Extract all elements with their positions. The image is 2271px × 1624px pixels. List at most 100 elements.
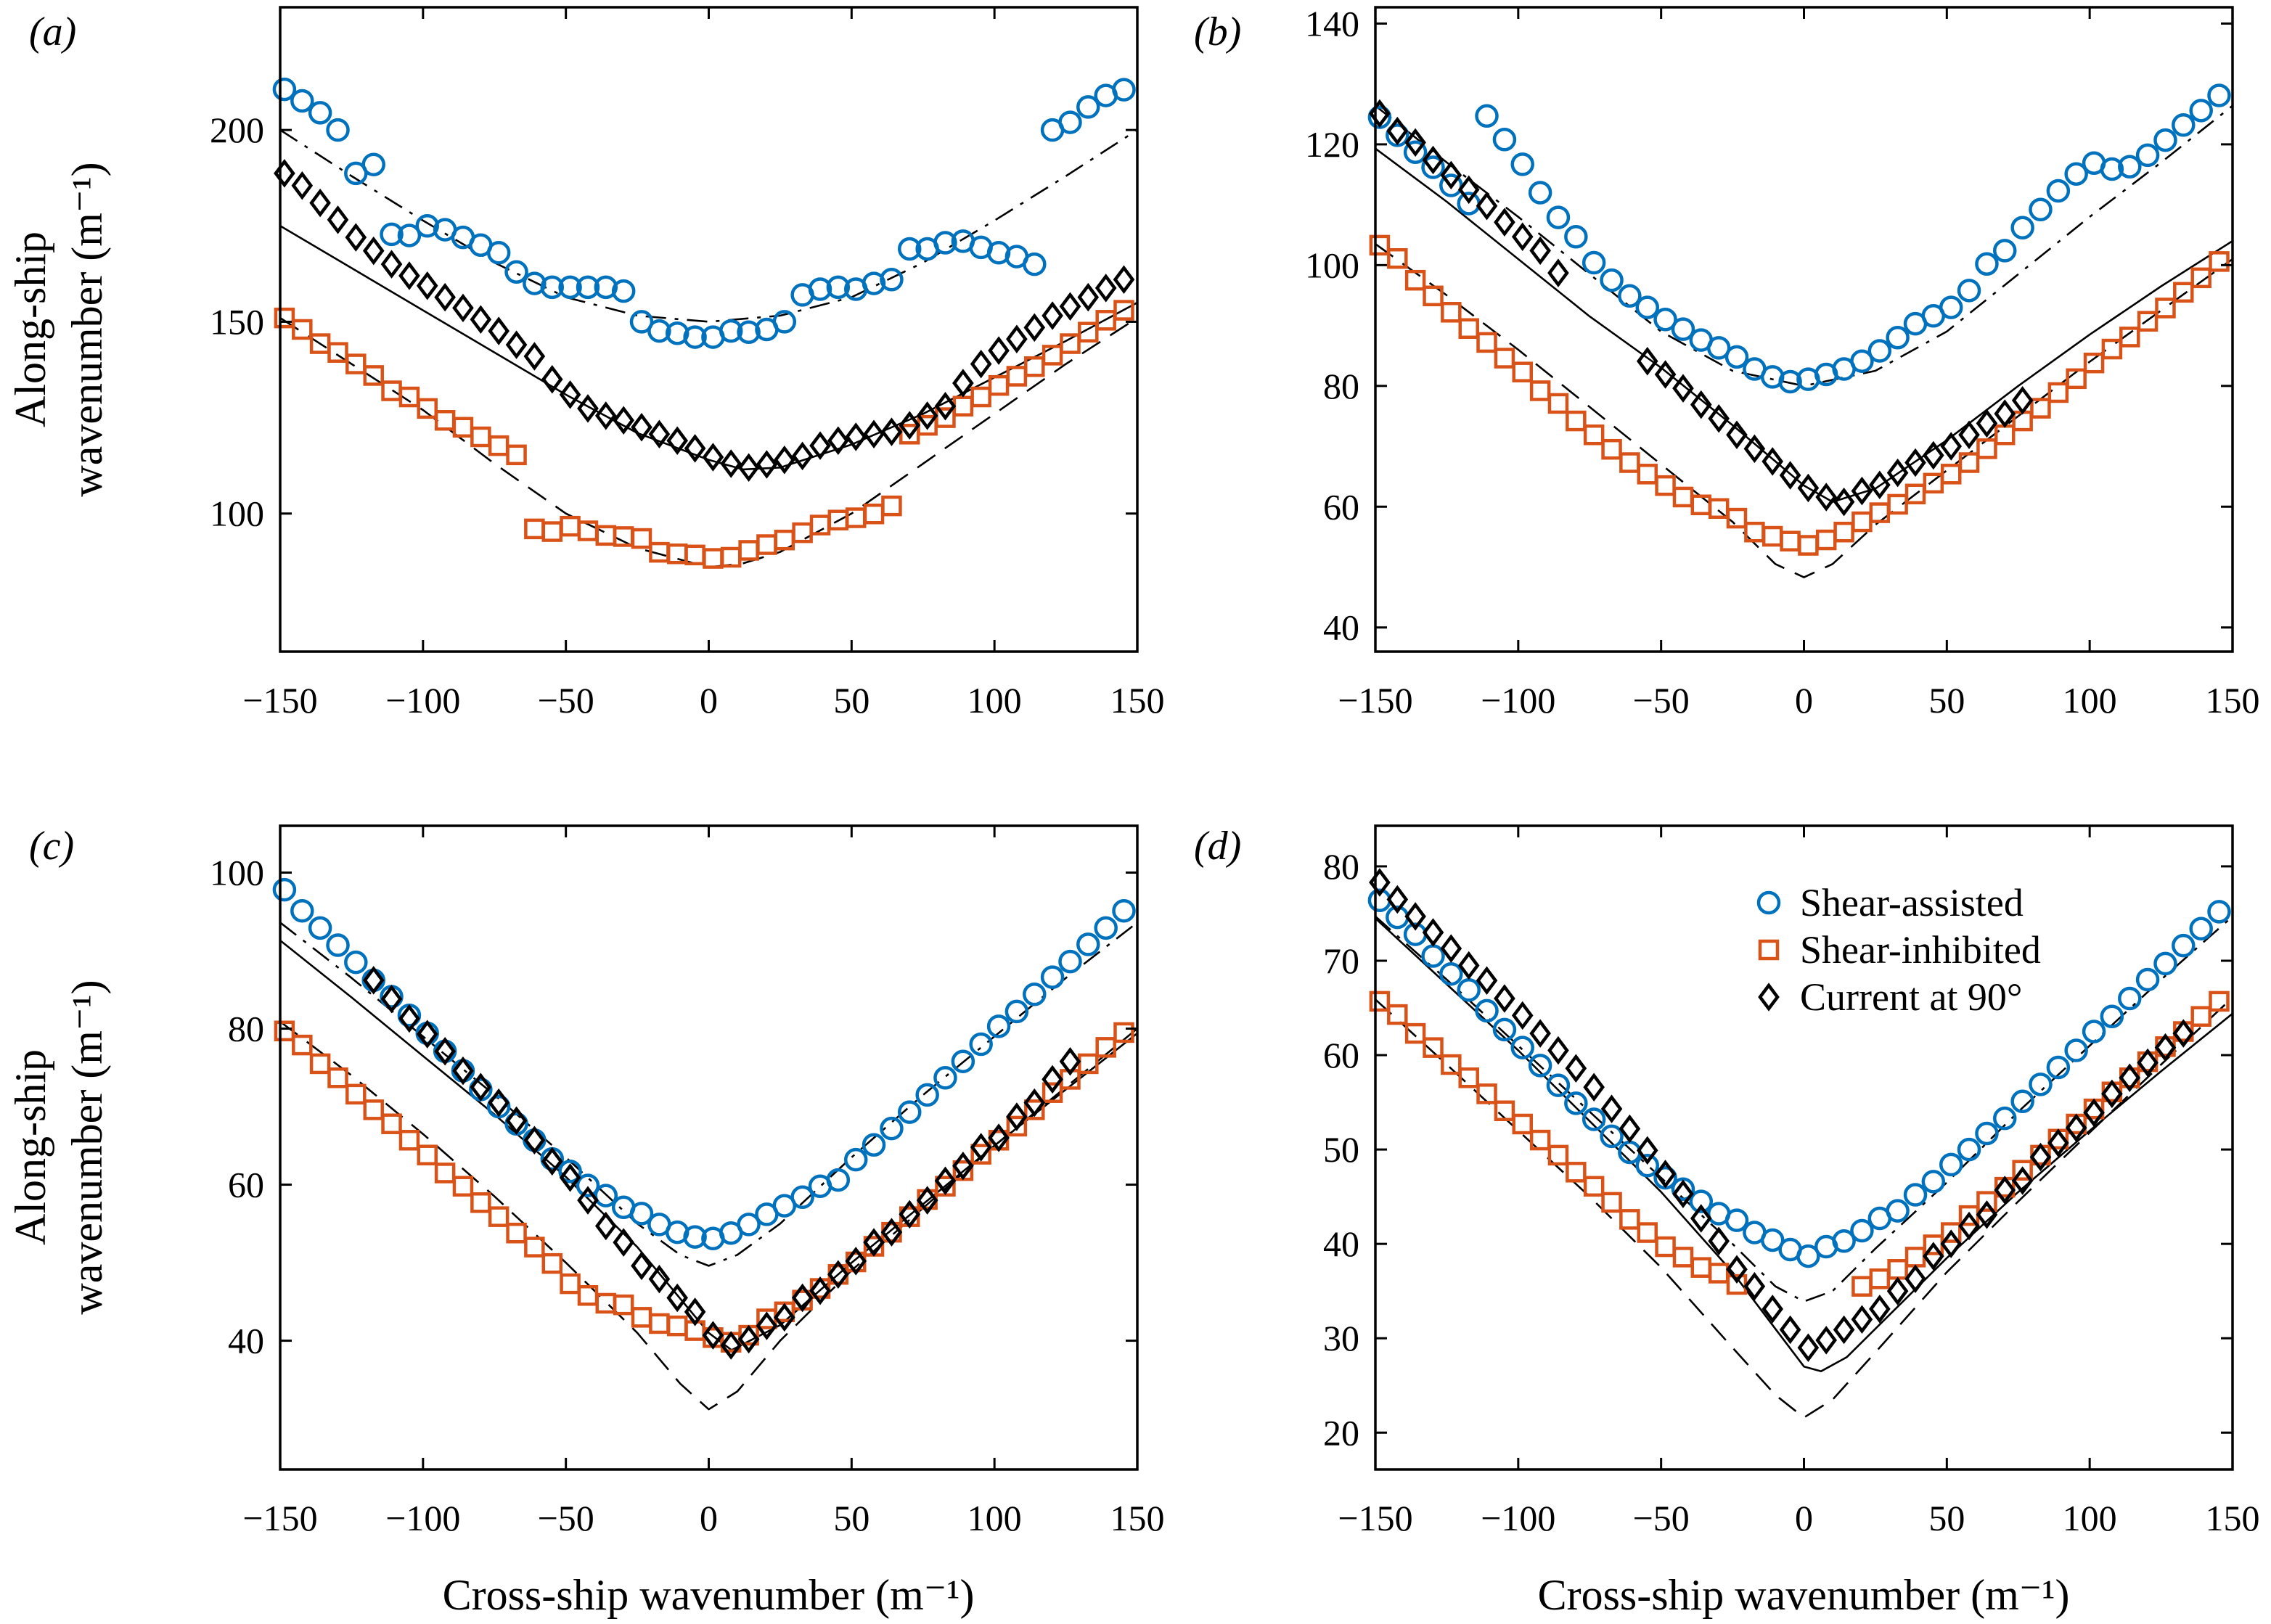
data-point-diamond [1994, 399, 2016, 428]
data-point-circle [880, 1116, 904, 1141]
data-point-square [1869, 502, 1891, 523]
data-point-square [1833, 521, 1854, 543]
x-tick-label: −100 [385, 680, 460, 721]
data-point-diamond [756, 450, 778, 479]
data-point-diamond [577, 1186, 599, 1215]
data-point-diamond [1511, 222, 1534, 252]
data-point-circle [1939, 1152, 1963, 1177]
data-point-circle [290, 898, 314, 923]
theory-line-dashed [280, 1020, 1137, 1411]
data-point-diamond [1761, 1295, 1784, 1324]
legend-label-current-at-90: Current at 90° [1800, 975, 2023, 1019]
data-point-diamond [1547, 258, 1569, 287]
data-point-diamond [1511, 1001, 1534, 1030]
data-point-square [2012, 410, 2033, 432]
data-point-diamond [613, 1228, 634, 1257]
data-point-diamond [1422, 145, 1444, 175]
theory-line-dash-dot [280, 129, 1137, 323]
data-point-square [560, 1273, 581, 1295]
data-point-circle [1094, 916, 1118, 940]
data-point-circle [1386, 123, 1409, 147]
data-point-diamond [1369, 868, 1391, 897]
data-point-circle [1600, 1124, 1624, 1149]
data-point-diamond [1797, 1333, 1820, 1362]
data-point-square [2119, 327, 2140, 348]
data-point-square [1637, 1222, 1658, 1243]
data-point-circle [933, 231, 957, 255]
legend-label-shear-inhibited: Shear-inhibited [1800, 928, 2041, 972]
y-tick-label: 140 [1305, 3, 1359, 44]
data-point-circle [1439, 961, 1463, 986]
data-point-square [2012, 1160, 2033, 1181]
data-point-square [1078, 321, 1099, 343]
data-point-diamond [2011, 1166, 2034, 1195]
data-point-diamond [1976, 409, 1998, 438]
data-point-diamond [1708, 1226, 1730, 1256]
data-point-square [1512, 1113, 1533, 1135]
data-point-square [1476, 332, 1497, 353]
data-point-square [1024, 356, 1045, 377]
data-point-circle [1635, 1153, 1660, 1178]
data-point-square [2030, 398, 2051, 419]
data-point-circle [986, 1014, 1011, 1038]
data-point-square [1815, 529, 1837, 551]
data-point-circle [719, 319, 743, 343]
data-point-square [452, 417, 474, 438]
theory-line-dash-dot [1375, 104, 2233, 387]
data-point-circle [2118, 986, 2142, 1011]
data-point-square [1387, 247, 1408, 269]
data-point-square [2209, 251, 2230, 272]
data-point-diamond [362, 966, 385, 995]
data-point-diamond [916, 401, 938, 430]
data-point-diamond [1440, 934, 1462, 963]
data-point-circle [2189, 99, 2213, 123]
y-axis-title-c-line2: wavenumber (m⁻¹) [63, 980, 111, 1314]
data-point-diamond [488, 316, 510, 345]
data-point-circle [1724, 1208, 1749, 1232]
data-point-diamond [648, 1264, 671, 1294]
y-tick-label: 40 [1323, 607, 1359, 648]
panel-label: (d) [1194, 824, 1241, 869]
data-point-circle [1528, 181, 1552, 205]
data-point-circle [576, 1173, 600, 1197]
data-point-diamond [470, 305, 492, 335]
data-point-diamond [309, 188, 331, 218]
data-point-circle [808, 277, 832, 301]
data-point-square [666, 1315, 688, 1337]
data-point-circle [308, 916, 332, 940]
data-point-diamond [1023, 1088, 1046, 1117]
data-point-diamond [1565, 1054, 1587, 1083]
data-point-diamond [577, 394, 599, 423]
x-tick-label: 0 [1795, 1498, 1813, 1538]
y-axis-title-line1: Along-ship [7, 231, 54, 427]
data-point-circle [558, 1160, 582, 1184]
data-point-diamond [1440, 160, 1462, 190]
data-point-square [434, 410, 456, 431]
data-point-diamond [1708, 404, 1730, 433]
data-point-square [881, 495, 902, 517]
data-point-diamond [398, 1004, 420, 1033]
theory-lines [280, 129, 1137, 569]
data-point-square [1655, 1236, 1676, 1258]
y-tick-label: 80 [1323, 366, 1359, 406]
data-point-circle [1975, 252, 1999, 276]
data-point-diamond [1023, 313, 1046, 343]
data-point-circle [594, 275, 618, 300]
data-point-square [2101, 338, 2123, 360]
data-point-diamond [988, 336, 1010, 365]
data-point-square [845, 507, 867, 528]
data-point-circle [1832, 1229, 1856, 1253]
data-point-circle [1528, 1054, 1552, 1078]
data-point-diamond [1869, 470, 1891, 500]
data-point-diamond [559, 380, 581, 409]
data-point-square [595, 1292, 617, 1314]
data-point-diamond [1547, 1035, 1569, 1065]
data-point-diamond [416, 1020, 438, 1049]
data-point-square [524, 1237, 545, 1258]
data-point-diamond [398, 261, 420, 290]
data-point-circle [915, 1083, 939, 1107]
theory-lines [280, 922, 1137, 1411]
data-point-square [613, 1294, 634, 1316]
data-point-circle [880, 268, 904, 292]
